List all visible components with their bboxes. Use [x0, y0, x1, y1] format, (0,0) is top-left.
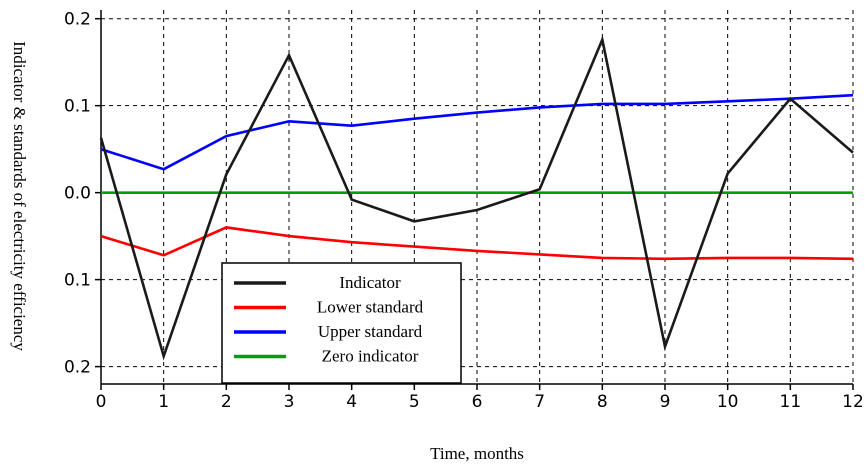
legend-entry: Lower standard [317, 298, 424, 317]
legend-entry: Zero indicator [322, 347, 419, 366]
legend-entry: Indicator [339, 273, 401, 292]
x-tick-label: 8 [597, 392, 608, 412]
grid [101, 10, 854, 384]
axes [95, 10, 854, 390]
x-tick-label: 7 [534, 392, 545, 412]
series-line-upper-standard [100, 93, 854, 171]
x-tick-label: 2 [221, 392, 232, 412]
legend-entry: Upper standard [318, 322, 423, 341]
y-tick-label: 0.2 [64, 358, 91, 378]
y-axis-label: Indicator & standards of electricity eff… [10, 41, 29, 351]
y-tick-label: 0.0 [64, 184, 91, 204]
tick-labels: 0.20.10.00.10.20 1 2 3 4 5 6 7 8 9 10 11 12 [64, 10, 864, 412]
y-tick-label: 0.2 [64, 10, 91, 30]
series-line-indicator [99, 35, 854, 361]
x-tick-label: 11 [780, 392, 802, 412]
x-tick-label: 6 [472, 392, 483, 412]
legend: Indicator Lower standard Upper standard Zer… [221, 262, 462, 384]
y-tick-label: 0.1 [64, 97, 91, 117]
series-line-lower-standard [100, 226, 854, 261]
x-tick-label: 9 [660, 392, 671, 412]
y-tick-label: 0.1 [64, 271, 91, 291]
x-tick-label: 1 [158, 392, 169, 412]
x-tick-label: 0 [96, 392, 107, 412]
x-tick-label: 3 [284, 392, 295, 412]
x-tick-label: 10 [717, 392, 739, 412]
x-tick-label: 12 [842, 392, 864, 412]
series-lines [99, 35, 854, 361]
x-tick-label: 5 [409, 392, 420, 412]
x-tick-label: 4 [346, 392, 357, 412]
x-axis-label: Time, months [430, 444, 524, 463]
